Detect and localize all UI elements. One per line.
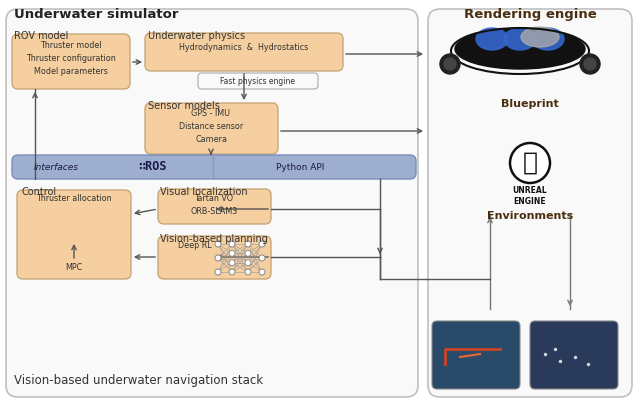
- FancyBboxPatch shape: [145, 33, 343, 71]
- FancyBboxPatch shape: [12, 155, 416, 179]
- FancyBboxPatch shape: [145, 103, 278, 154]
- Ellipse shape: [532, 28, 564, 50]
- FancyBboxPatch shape: [158, 189, 271, 224]
- Circle shape: [580, 54, 600, 74]
- Circle shape: [259, 255, 265, 261]
- Circle shape: [510, 143, 550, 183]
- FancyBboxPatch shape: [432, 321, 520, 389]
- Text: Underwater simulator: Underwater simulator: [14, 8, 179, 21]
- Text: Hydrodynamics  &  Hydrostatics: Hydrodynamics & Hydrostatics: [179, 43, 308, 52]
- Text: Sensor models: Sensor models: [148, 101, 220, 111]
- Circle shape: [444, 58, 456, 70]
- Ellipse shape: [476, 28, 508, 50]
- Text: Fast physics engine: Fast physics engine: [221, 76, 296, 85]
- Text: Rendering engine: Rendering engine: [463, 8, 596, 21]
- Circle shape: [229, 241, 235, 247]
- FancyBboxPatch shape: [6, 9, 418, 397]
- Circle shape: [584, 58, 596, 70]
- Text: ROV model: ROV model: [14, 31, 68, 41]
- Ellipse shape: [455, 29, 585, 69]
- FancyBboxPatch shape: [198, 73, 318, 89]
- Text: ∷ROS: ∷ROS: [138, 160, 166, 173]
- Text: ORB-SLAM3: ORB-SLAM3: [190, 207, 237, 216]
- Text: Blueprint: Blueprint: [501, 99, 559, 109]
- Ellipse shape: [504, 28, 536, 50]
- Circle shape: [229, 250, 235, 256]
- Text: MPC: MPC: [65, 263, 83, 272]
- Text: Camera: Camera: [195, 135, 227, 144]
- Circle shape: [245, 260, 251, 266]
- Circle shape: [259, 269, 265, 275]
- Text: Thruster configuration: Thruster configuration: [26, 54, 116, 63]
- Text: Thruster model: Thruster model: [40, 41, 102, 50]
- Text: Vision-based planning: Vision-based planning: [160, 234, 268, 244]
- Circle shape: [229, 260, 235, 266]
- Text: Environments: Environments: [487, 211, 573, 221]
- Circle shape: [229, 269, 235, 275]
- FancyBboxPatch shape: [158, 236, 271, 279]
- Text: Ⓤ: Ⓤ: [522, 151, 538, 175]
- FancyBboxPatch shape: [12, 34, 130, 89]
- Circle shape: [259, 241, 265, 247]
- Text: Visual localization: Visual localization: [160, 187, 248, 197]
- Text: Interfaces: Interfaces: [34, 162, 79, 171]
- Circle shape: [440, 54, 460, 74]
- Text: Tartan VO: Tartan VO: [195, 194, 234, 203]
- Text: Underwater physics: Underwater physics: [148, 31, 245, 41]
- Text: Vision-based underwater navigation stack: Vision-based underwater navigation stack: [14, 374, 263, 387]
- Circle shape: [245, 250, 251, 256]
- Text: Deep RL: Deep RL: [178, 241, 212, 250]
- Text: Model parameters: Model parameters: [34, 67, 108, 76]
- Circle shape: [245, 269, 251, 275]
- FancyBboxPatch shape: [530, 321, 618, 389]
- Circle shape: [215, 269, 221, 275]
- FancyBboxPatch shape: [428, 9, 632, 397]
- Text: Distance sensor: Distance sensor: [179, 122, 243, 131]
- Ellipse shape: [521, 27, 559, 47]
- Text: GPS - IMU: GPS - IMU: [191, 109, 230, 118]
- Text: Python API: Python API: [276, 162, 324, 171]
- Text: Thruster allocation: Thruster allocation: [36, 194, 112, 203]
- Text: UNREAL
ENGINE: UNREAL ENGINE: [513, 186, 547, 206]
- FancyBboxPatch shape: [17, 190, 131, 279]
- Circle shape: [245, 241, 251, 247]
- Circle shape: [215, 241, 221, 247]
- Circle shape: [215, 255, 221, 261]
- Text: Control: Control: [22, 187, 57, 197]
